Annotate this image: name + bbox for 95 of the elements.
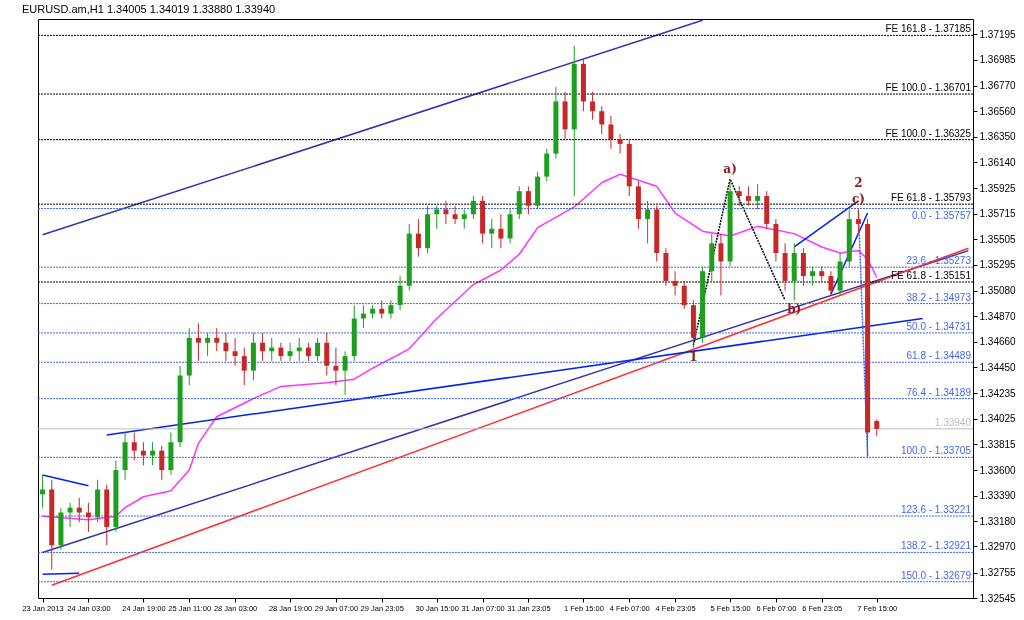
candlestick [214,327,220,352]
y-tick-label: 1.32755 [979,567,1017,579]
y-tick-label: 1.35505 [979,233,1017,245]
candlestick [681,280,687,310]
annotation: c) [851,192,865,207]
annotation: 100.0 - 1.33705 [900,445,972,457]
candlestick [315,337,321,362]
candlestick [305,342,311,362]
candlestick [718,233,724,296]
y-tick-label: 1.35295 [979,259,1017,271]
y-tick-label: 1.32970 [979,540,1017,552]
y-tick-label: 1.36560 [979,105,1017,117]
y-tick-label: 1.36770 [979,80,1017,92]
candlestick [278,342,284,362]
annotation: 23.6 - 1.35273 [906,255,972,267]
annotation: 2 [854,176,863,191]
candlestick [223,332,229,362]
line-series [41,173,878,521]
y-tick-label: 1.37195 [979,28,1017,40]
candlestick [205,332,211,357]
y-tick-label: 1.35715 [979,208,1017,220]
candlestick [810,265,816,287]
candlestick [745,185,751,207]
candlestick [617,133,623,155]
y-tick-label: 1.34235 [979,387,1017,399]
candlestick [645,200,651,244]
candlestick [67,502,73,528]
y-tick-label: 1.33180 [979,515,1017,527]
annotation: 138.2 - 1.32921 [900,540,972,552]
y-tick-label: 1.34450 [979,361,1017,373]
candlestick [608,115,614,150]
annotation: 76.4 - 1.34189 [906,386,972,398]
y-tick-label: 1.33600 [979,464,1017,476]
annotation: 123.6 - 1.33221 [900,504,972,516]
candlestick [736,185,742,207]
candlestick [434,205,440,230]
chart-title: EURUSD.am,H1 1.34005 1.34019 1.33880 1.33940 [21,3,276,15]
y-tick-label: 1.32545 [979,592,1017,604]
candlestick [260,332,266,362]
annotation: 1 [689,349,698,364]
candlestick [599,105,605,135]
annotation: 50.0 - 1.34731 [906,320,972,332]
y-tick-label: 1.35080 [979,285,1017,297]
y-tick-label: 1.36140 [979,156,1017,168]
y-tick-label: 1.34870 [979,310,1017,322]
candlestick [855,208,861,235]
candlestick [452,205,458,225]
candlestick [672,270,678,296]
candlestick [379,299,385,319]
candlestick [525,185,531,215]
candlestick [241,347,247,386]
candlestick [544,148,550,182]
candlestick [443,200,449,225]
candlestick [333,347,339,386]
annotation: 150.0 - 1.32679 [900,569,972,581]
candlestick [342,350,348,396]
candlestick [590,91,596,121]
candlestick [800,247,806,287]
y-tick-label: 1.35925 [979,182,1017,194]
candlestick [360,304,366,329]
ref-line-label: FE 100.0 - 1.36701 [885,82,972,94]
candlestick [159,445,165,481]
candlestick [388,299,394,319]
candlestick [232,337,238,367]
candlestick [140,441,146,466]
y-tick-label: 1.34660 [979,336,1017,348]
candlestick [195,322,201,362]
candlestick [461,208,467,230]
candlestick [516,185,522,220]
ref-line-label: FE 161.8 - 1.37185 [885,23,972,35]
y-tick-label: 1.36350 [979,131,1017,143]
candlestick [150,441,156,466]
y-tick-label: 1.33390 [979,490,1017,502]
candlestick [755,183,761,210]
candlestick [489,218,495,249]
candlestick [287,342,293,362]
candlestick [40,474,46,509]
ref-line-label: FE 61.8 - 1.35793 [890,192,972,204]
y-tick-label: 1.33815 [979,438,1017,450]
candlestick [131,431,137,461]
candlestick [498,213,504,249]
candlestick [828,270,834,296]
y-tick-label: 1.34025 [979,413,1017,425]
annotation: 0.0 - 1.35757 [912,209,972,221]
candlestick [397,275,403,311]
candlestick [415,218,421,258]
annotation: a) [723,162,737,177]
annotation: 61.8 - 1.34489 [906,350,972,362]
candlestick [76,497,82,523]
ref-line-label: FE 100.0 - 1.36325 [885,127,972,139]
annotation: 38.2 - 1.34973 [906,291,972,303]
y-tick-label: 1.36985 [979,54,1017,66]
candlestick [324,332,330,376]
ref-line-label: 1.33940 [934,416,972,428]
candlestick [470,195,476,220]
